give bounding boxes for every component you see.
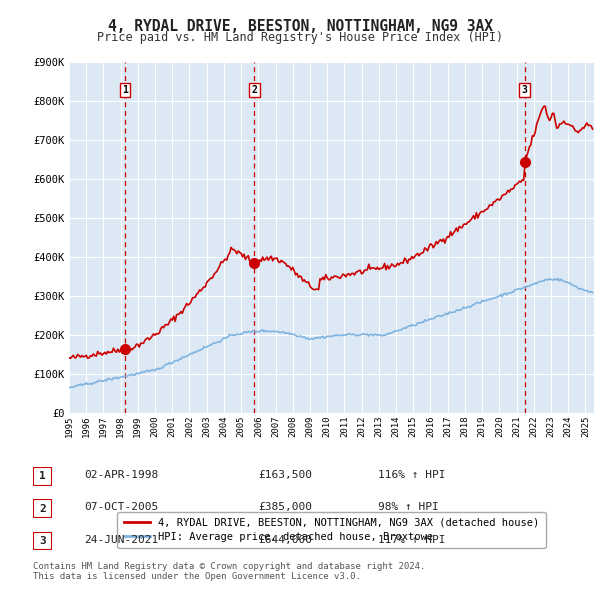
Text: £385,000: £385,000 bbox=[258, 503, 312, 512]
Text: Contains HM Land Registry data © Crown copyright and database right 2024.: Contains HM Land Registry data © Crown c… bbox=[33, 562, 425, 571]
Text: Price paid vs. HM Land Registry's House Price Index (HPI): Price paid vs. HM Land Registry's House … bbox=[97, 31, 503, 44]
Text: £163,500: £163,500 bbox=[258, 470, 312, 480]
Text: 98% ↑ HPI: 98% ↑ HPI bbox=[378, 503, 439, 512]
Text: 3: 3 bbox=[522, 85, 528, 95]
Text: 07-OCT-2005: 07-OCT-2005 bbox=[84, 503, 158, 512]
FancyBboxPatch shape bbox=[33, 467, 52, 486]
Text: 117% ↑ HPI: 117% ↑ HPI bbox=[378, 535, 445, 545]
Legend: 4, RYDAL DRIVE, BEESTON, NOTTINGHAM, NG9 3AX (detached house), HPI: Average pric: 4, RYDAL DRIVE, BEESTON, NOTTINGHAM, NG9… bbox=[118, 512, 545, 548]
Text: 3: 3 bbox=[39, 536, 46, 546]
Text: 24-JUN-2021: 24-JUN-2021 bbox=[84, 535, 158, 545]
Text: 02-APR-1998: 02-APR-1998 bbox=[84, 470, 158, 480]
FancyBboxPatch shape bbox=[33, 532, 52, 550]
Text: 2: 2 bbox=[251, 85, 257, 95]
Text: 116% ↑ HPI: 116% ↑ HPI bbox=[378, 470, 445, 480]
Text: £644,000: £644,000 bbox=[258, 535, 312, 545]
Text: 1: 1 bbox=[39, 471, 46, 481]
Text: 1: 1 bbox=[122, 85, 128, 95]
Text: 4, RYDAL DRIVE, BEESTON, NOTTINGHAM, NG9 3AX: 4, RYDAL DRIVE, BEESTON, NOTTINGHAM, NG9… bbox=[107, 19, 493, 34]
Text: This data is licensed under the Open Government Licence v3.0.: This data is licensed under the Open Gov… bbox=[33, 572, 361, 581]
Text: 2: 2 bbox=[39, 504, 46, 513]
FancyBboxPatch shape bbox=[33, 499, 52, 518]
